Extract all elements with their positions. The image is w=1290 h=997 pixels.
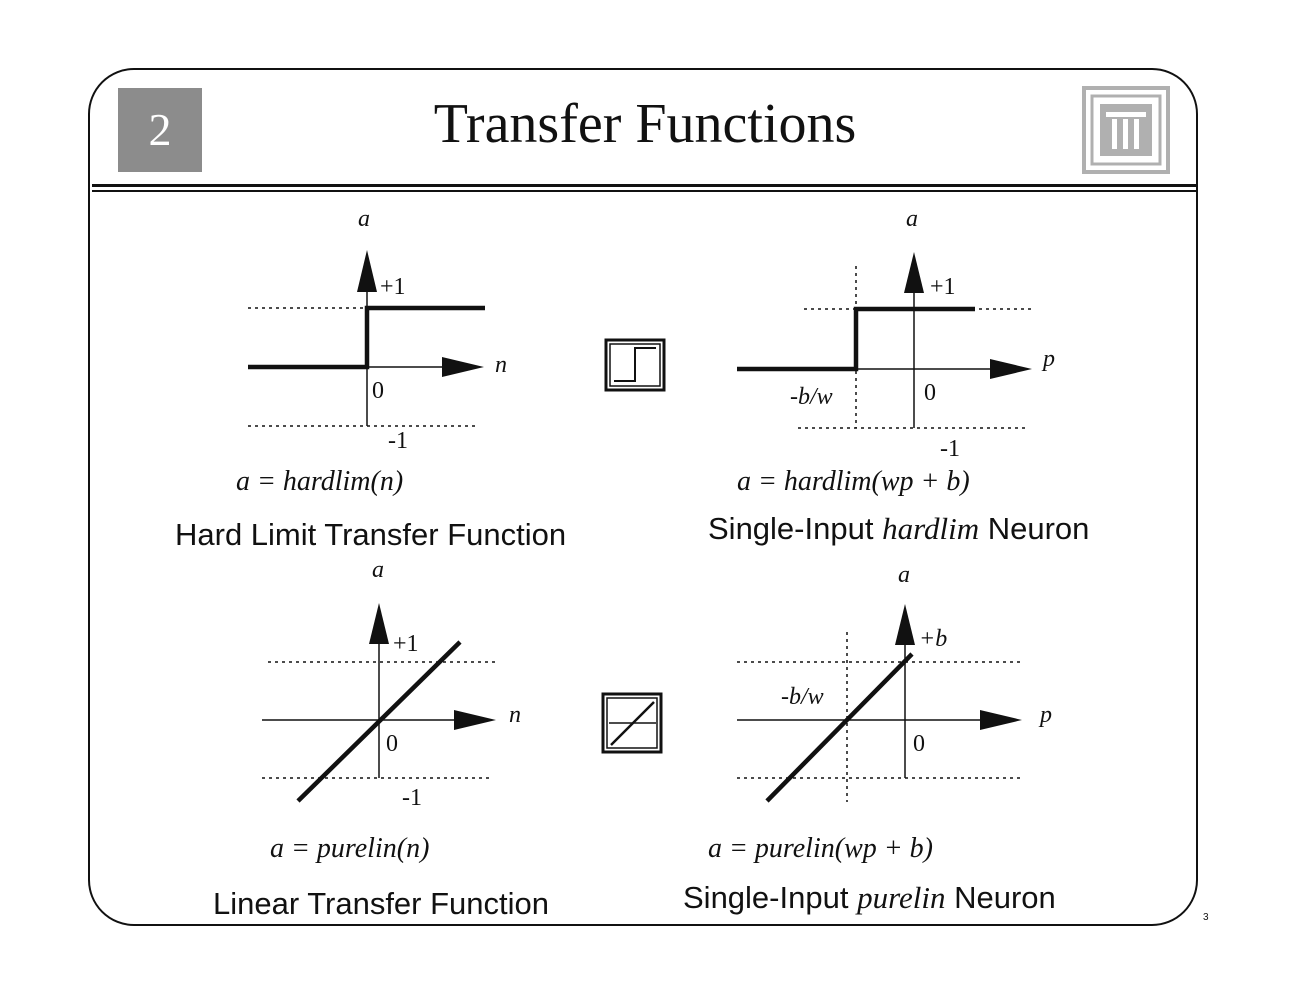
- purelin-neuron-caption: Single-Input purelin Neuron: [683, 880, 1056, 916]
- purelin-minus-one-label: -1: [402, 785, 422, 811]
- hardlim-neuron-graph: a +1 p -b/w 0 -1 a = hardlim(wp + b): [737, 206, 1055, 497]
- purelin-neuron-caption-italic: purelin: [857, 880, 946, 915]
- hardlim-zero-label: 0: [372, 378, 384, 404]
- title-rule-bottom: [92, 190, 1196, 192]
- purelin-graph: a +1 n 0 -1 a = purelin(n): [262, 557, 521, 864]
- hardlim-neuron-caption: Single-Input hardlim Neuron: [708, 511, 1089, 547]
- slide-title: Transfer Functions: [433, 93, 857, 155]
- purelin-neuron-threshold-label: -b/w: [781, 684, 824, 710]
- purelin-neuron-plus-b-label: +b: [919, 626, 947, 652]
- hardlim-neuron-caption-prefix: Single-Input: [708, 511, 874, 546]
- purelin-zero-label: 0: [386, 731, 398, 757]
- title-rule-top: [92, 184, 1196, 187]
- hardlim-neuron-zero-label: 0: [924, 380, 936, 406]
- hardlim-neuron-equation: a = hardlim(wp + b): [737, 466, 970, 497]
- purelin-neuron-zero-label: 0: [913, 731, 925, 757]
- hardlim-caption: Hard Limit Transfer Function: [175, 517, 567, 552]
- chapter-number: 2: [118, 88, 202, 172]
- purelin-caption: Linear Transfer Function: [213, 886, 550, 921]
- hardlim-neuron-threshold-label: -b/w: [790, 384, 833, 410]
- purelin-symbol-icon: [601, 692, 663, 754]
- hardlim-neuron-y-axis-label: a: [906, 206, 918, 232]
- purelin-x-axis-label: n: [509, 702, 521, 728]
- hardlim-graph: a +1 n 0 -1 a = hardlim(n): [236, 206, 507, 497]
- purelin-neuron-graph: a +b p -b/w 0 a = purelin(wp + b): [708, 562, 1052, 864]
- purelin-neuron-caption-prefix: Single-Input: [683, 880, 849, 915]
- purelin-y-axis-label: a: [372, 557, 384, 583]
- hardlim-neuron-caption-suffix: Neuron: [987, 511, 1090, 546]
- purelin-equation: a = purelin(n): [270, 833, 429, 864]
- hardlim-minus-one-label: -1: [388, 428, 408, 454]
- purelin-neuron-caption-suffix: Neuron: [954, 880, 1056, 915]
- purelin-neuron-equation: a = purelin(wp + b): [708, 833, 933, 864]
- purelin-plus-one-label: +1: [393, 631, 419, 657]
- hardlim-equation: a = hardlim(n): [236, 466, 403, 497]
- hardlim-neuron-x-axis-label: p: [1041, 346, 1055, 372]
- slide-frame: [88, 68, 1198, 926]
- hardlim-neuron-minus-one-label: -1: [940, 436, 960, 462]
- hardlim-symbol-icon: [604, 338, 666, 392]
- hardlim-y-axis-label: a: [358, 206, 370, 232]
- hardlim-neuron-plus-one-label: +1: [930, 274, 956, 300]
- page-number: 3: [1203, 912, 1209, 923]
- hardlim-plus-one-label: +1: [380, 274, 406, 300]
- hardlim-x-axis-label: n: [495, 352, 507, 378]
- column-logo-icon: [1082, 86, 1170, 174]
- purelin-neuron-y-axis-label: a: [898, 562, 910, 588]
- purelin-neuron-x-axis-label: p: [1038, 702, 1052, 728]
- hardlim-neuron-caption-italic: hardlim: [882, 511, 980, 546]
